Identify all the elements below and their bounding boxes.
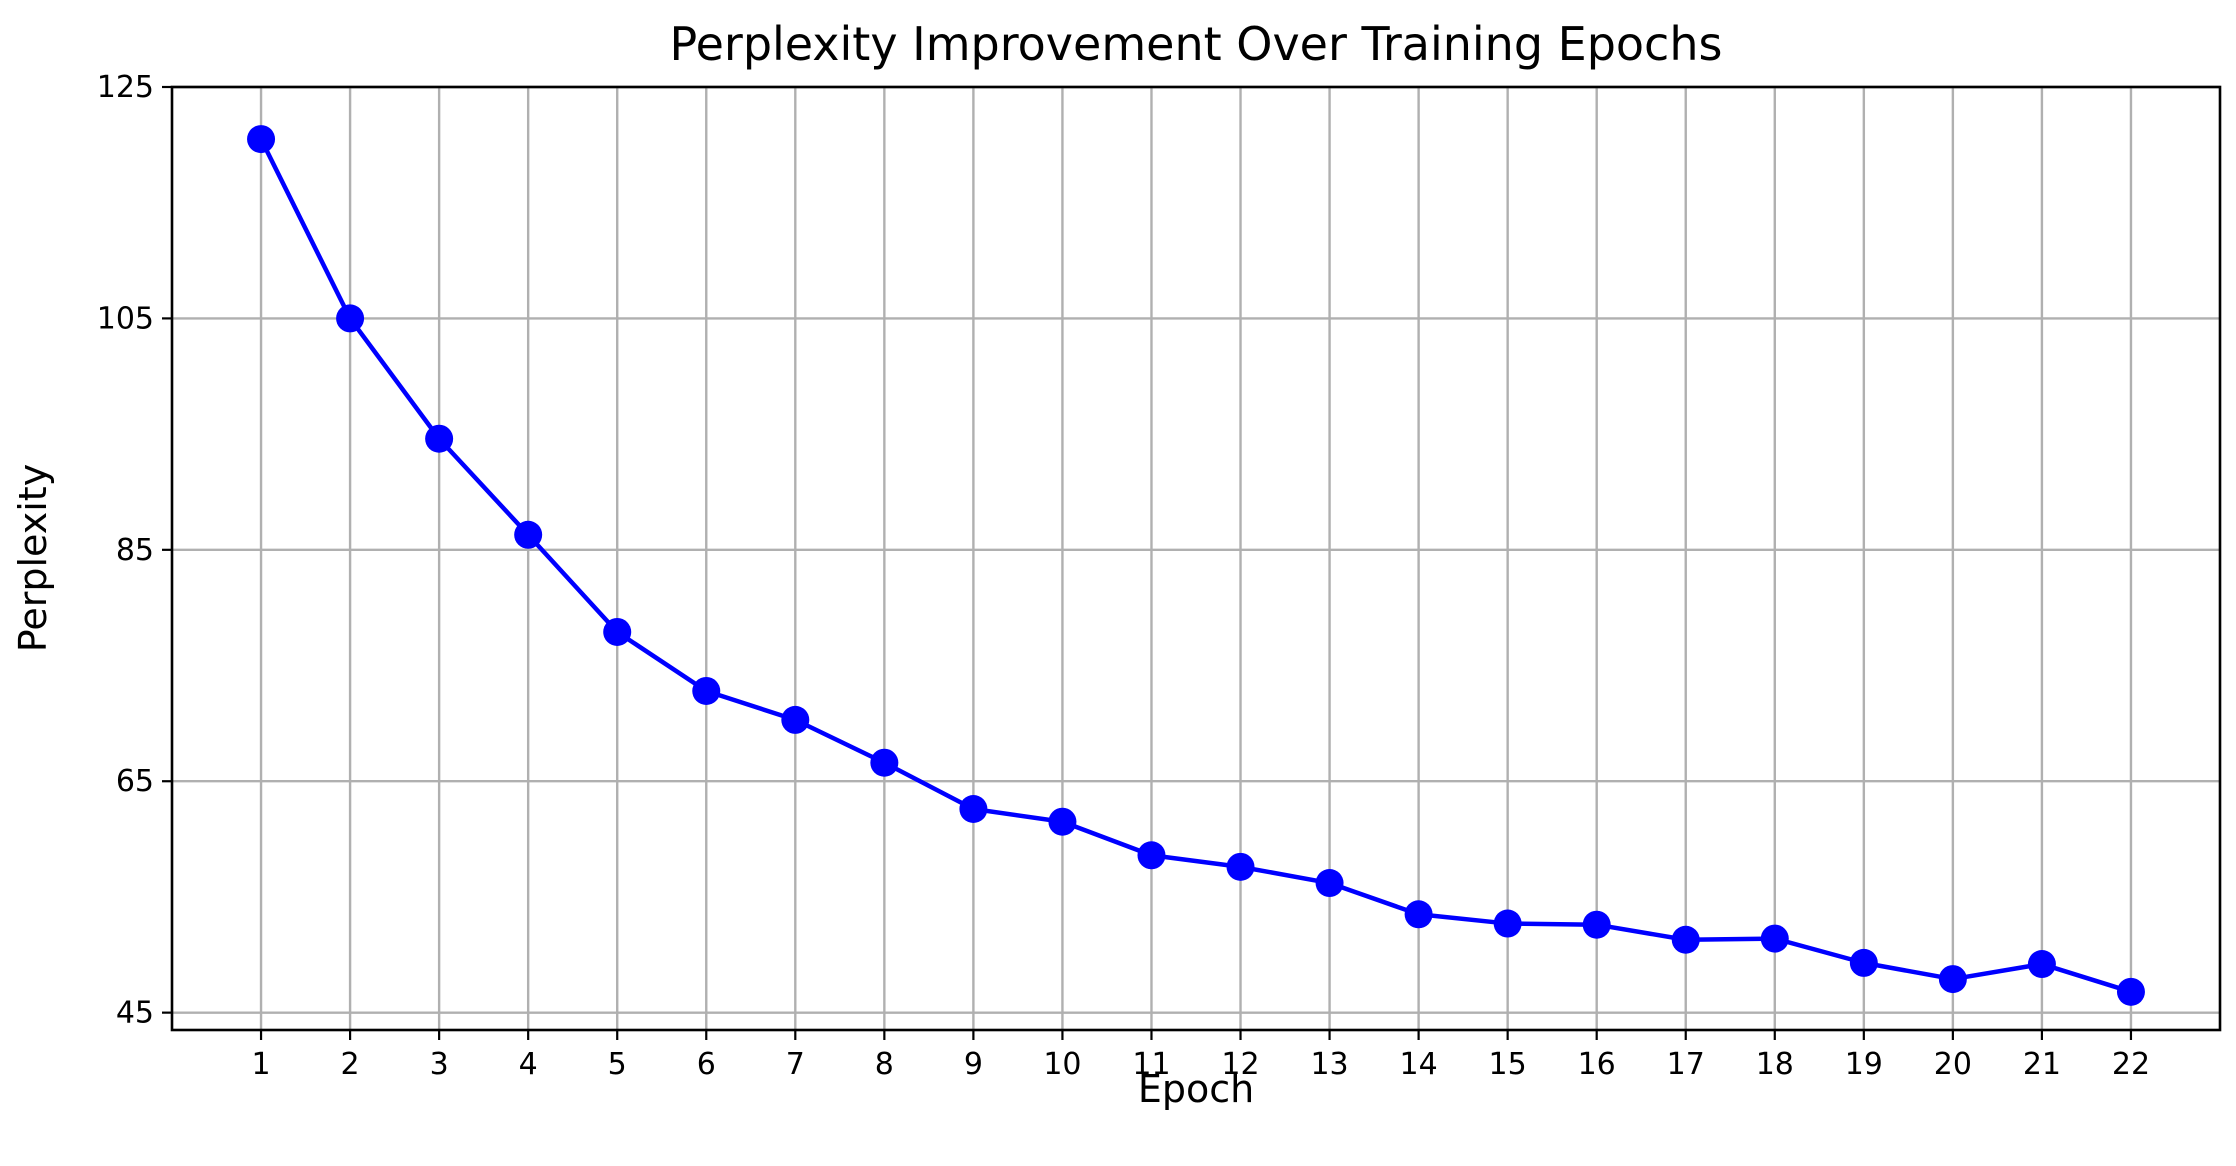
data-point — [1760, 924, 1789, 953]
data-point — [603, 617, 632, 646]
x-tick-label: 8 — [875, 1047, 894, 1082]
y-axis-label: Perplexity — [11, 464, 55, 652]
x-tick-label: 12 — [1221, 1047, 1259, 1082]
x-tick-label: 2 — [341, 1047, 360, 1082]
y-tick-label: 85 — [116, 533, 154, 568]
plot-frame — [170, 85, 2222, 1032]
data-point — [514, 520, 543, 549]
x-tick-label: 14 — [1400, 1047, 1438, 1082]
data-point — [692, 676, 721, 705]
data-point — [1404, 900, 1433, 929]
data-point — [336, 304, 365, 333]
x-tick-label: 16 — [1578, 1047, 1616, 1082]
data-point — [1226, 852, 1255, 881]
x-tick-label: 4 — [519, 1047, 538, 1082]
series-line — [259, 138, 2132, 994]
grid-lines — [172, 85, 2220, 1030]
y-tick-label: 65 — [116, 764, 154, 799]
data-point — [959, 795, 988, 824]
chart-title: Perplexity Improvement Over Training Epo… — [670, 17, 1723, 71]
data-point — [2116, 977, 2145, 1006]
x-tick-label: 7 — [786, 1047, 805, 1082]
data-point — [2027, 950, 2056, 979]
y-tick-label: 105 — [97, 301, 154, 336]
x-tick-label: 10 — [1043, 1047, 1081, 1082]
data-point — [1315, 869, 1344, 898]
data-point — [781, 705, 810, 734]
x-tick-label: 15 — [1489, 1047, 1527, 1082]
data-point — [870, 748, 899, 777]
data-point — [425, 424, 454, 453]
x-tick-label: 9 — [964, 1047, 983, 1082]
x-axis-label: Epoch — [1138, 1067, 1254, 1111]
data-point — [1938, 965, 1967, 994]
data-series — [247, 125, 2145, 1006]
x-tick-label: 11 — [1132, 1047, 1170, 1082]
y-tick-label: 45 — [116, 996, 154, 1031]
data-point — [1493, 909, 1522, 938]
x-tick-label: 3 — [430, 1047, 449, 1082]
y-tick-label: 125 — [97, 70, 154, 105]
data-point — [247, 125, 276, 154]
axis-ticks: 1 2 3 4 5 6 7 8 9 10 11 12 13 14 15 16 17 18 19 20 21 2245658… — [97, 70, 2150, 1082]
x-tick-label: 21 — [2023, 1047, 2061, 1082]
x-tick-label: 17 — [1667, 1047, 1705, 1082]
data-point — [1582, 910, 1611, 939]
data-point — [1671, 925, 1700, 954]
x-tick-label: 22 — [2112, 1047, 2150, 1082]
data-point — [1849, 948, 1878, 977]
x-tick-label: 19 — [1845, 1047, 1883, 1082]
data-point — [1137, 841, 1166, 870]
x-tick-label: 20 — [1934, 1047, 1972, 1082]
x-tick-label: 18 — [1756, 1047, 1794, 1082]
x-tick-label: 5 — [608, 1047, 627, 1082]
x-tick-label: 1 — [251, 1047, 270, 1082]
x-tick-label: 6 — [697, 1047, 716, 1082]
data-point — [1048, 807, 1077, 836]
x-tick-label: 13 — [1310, 1047, 1348, 1082]
